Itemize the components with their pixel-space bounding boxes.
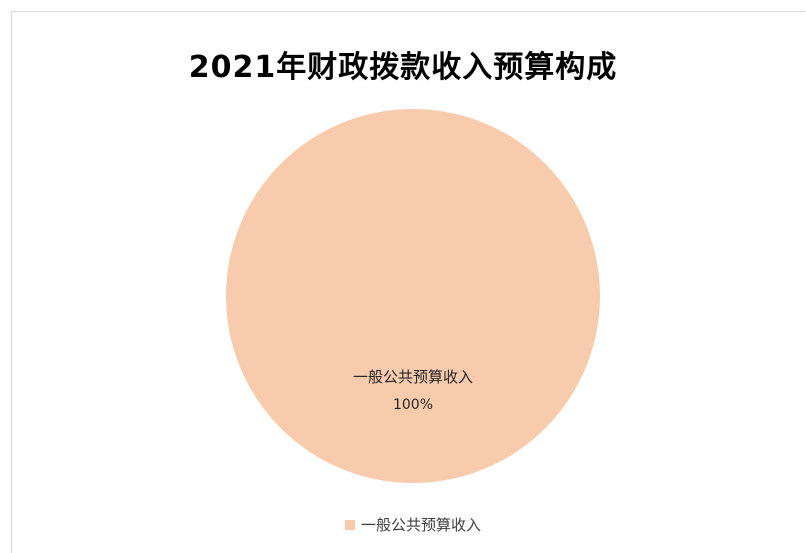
slice-percent-label: 100% (392, 397, 434, 413)
chart-title: 2021年财政拨款收入预算构成 (188, 50, 618, 85)
legend-label: 一般公共预算收入 (360, 516, 481, 534)
slice-category-label: 一般公共预算收入 (352, 368, 473, 386)
pie-slices (226, 109, 600, 483)
legend: 一般公共预算收入 (0, 514, 806, 535)
legend-swatch (344, 519, 355, 530)
pie-slice (226, 109, 600, 483)
